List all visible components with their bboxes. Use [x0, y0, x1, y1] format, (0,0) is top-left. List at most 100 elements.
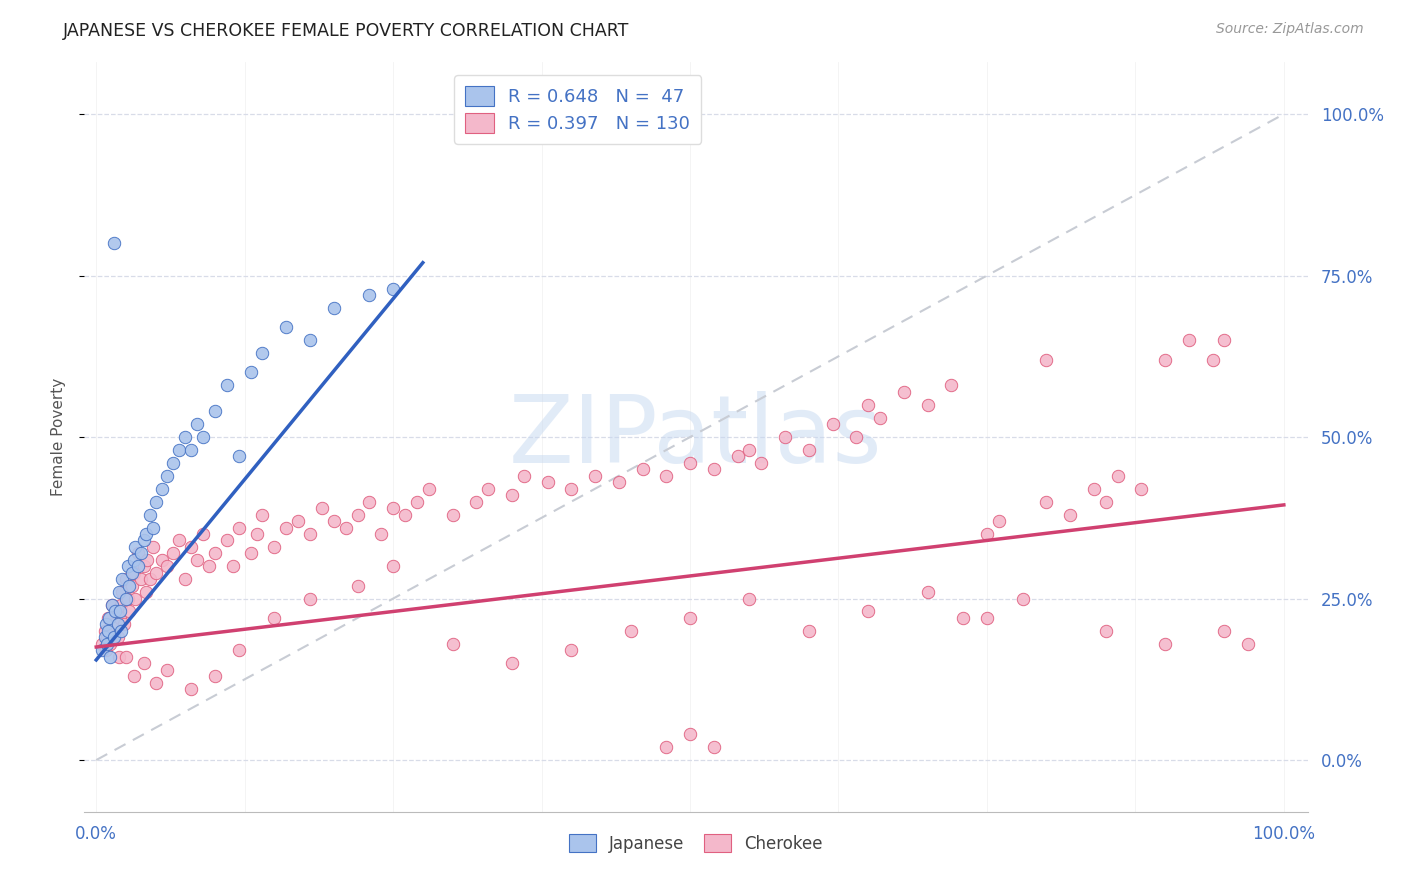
Point — [132, 656, 155, 670]
Point — [124, 540, 146, 554]
Point — [513, 468, 536, 483]
Point — [869, 410, 891, 425]
Point — [107, 617, 129, 632]
Point — [186, 417, 208, 432]
Point — [156, 559, 179, 574]
Point — [110, 598, 132, 612]
Point — [180, 681, 202, 696]
Point — [263, 540, 285, 554]
Point — [127, 559, 149, 574]
Point — [228, 450, 250, 464]
Point — [138, 572, 160, 586]
Point — [976, 527, 998, 541]
Point — [1035, 494, 1057, 508]
Point — [98, 611, 121, 625]
Point — [180, 442, 202, 457]
Point — [104, 630, 127, 644]
Point — [620, 624, 643, 638]
Point — [97, 624, 120, 638]
Point — [100, 637, 122, 651]
Point — [111, 572, 134, 586]
Point — [142, 540, 165, 554]
Point — [191, 527, 214, 541]
Point — [987, 514, 1010, 528]
Point — [797, 624, 820, 638]
Point — [1201, 352, 1223, 367]
Point — [103, 236, 125, 251]
Point — [1213, 624, 1236, 638]
Point — [204, 404, 226, 418]
Point — [298, 591, 321, 606]
Point — [180, 540, 202, 554]
Point — [370, 527, 392, 541]
Point — [1178, 333, 1201, 347]
Point — [186, 553, 208, 567]
Point — [204, 669, 226, 683]
Point — [679, 727, 702, 741]
Point — [1094, 624, 1116, 638]
Point — [322, 514, 344, 528]
Point — [1083, 482, 1105, 496]
Point — [91, 637, 114, 651]
Point — [287, 514, 309, 528]
Point — [655, 468, 678, 483]
Point — [418, 482, 440, 496]
Point — [122, 566, 145, 580]
Point — [111, 585, 134, 599]
Point — [131, 546, 153, 560]
Text: JAPANESE VS CHEROKEE FEMALE POVERTY CORRELATION CHART: JAPANESE VS CHEROKEE FEMALE POVERTY CORR… — [63, 22, 630, 40]
Point — [703, 462, 725, 476]
Point — [97, 611, 120, 625]
Point — [162, 456, 184, 470]
Point — [98, 624, 121, 638]
Point — [477, 482, 499, 496]
Point — [94, 617, 117, 632]
Point — [93, 624, 115, 638]
Point — [124, 591, 146, 606]
Point — [110, 624, 132, 638]
Point — [749, 456, 772, 470]
Point — [917, 398, 939, 412]
Point — [100, 598, 122, 612]
Point — [138, 508, 160, 522]
Point — [215, 378, 238, 392]
Point — [941, 378, 963, 392]
Point — [107, 585, 129, 599]
Point — [121, 566, 143, 580]
Point — [679, 456, 702, 470]
Point — [131, 572, 153, 586]
Point — [821, 417, 844, 432]
Point — [856, 398, 879, 412]
Point — [501, 656, 523, 670]
Point — [145, 675, 167, 690]
Point — [738, 591, 761, 606]
Point — [560, 482, 582, 496]
Point — [441, 508, 464, 522]
Point — [252, 508, 274, 522]
Point — [107, 630, 129, 644]
Point — [322, 301, 344, 315]
Point — [727, 450, 749, 464]
Point — [132, 559, 155, 574]
Point — [311, 501, 333, 516]
Point — [150, 482, 173, 496]
Point — [145, 566, 167, 580]
Point — [100, 598, 122, 612]
Point — [112, 617, 135, 632]
Point — [150, 553, 173, 567]
Point — [96, 630, 118, 644]
Point — [1107, 468, 1129, 483]
Point — [103, 630, 125, 644]
Point — [156, 468, 179, 483]
Point — [1213, 333, 1236, 347]
Point — [117, 591, 139, 606]
Point — [276, 320, 298, 334]
Point — [122, 553, 145, 567]
Point — [394, 508, 416, 522]
Y-axis label: Female Poverty: Female Poverty — [51, 378, 66, 496]
Point — [169, 442, 191, 457]
Point — [893, 384, 915, 399]
Point — [156, 663, 179, 677]
Point — [1059, 508, 1081, 522]
Point — [359, 494, 381, 508]
